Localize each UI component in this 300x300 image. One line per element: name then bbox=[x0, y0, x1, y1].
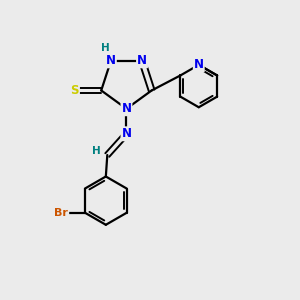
Text: N: N bbox=[137, 54, 147, 67]
Text: H: H bbox=[92, 146, 100, 157]
Text: S: S bbox=[70, 84, 79, 97]
Text: H: H bbox=[101, 44, 110, 53]
Text: N: N bbox=[122, 127, 131, 140]
Text: Br: Br bbox=[54, 208, 68, 218]
Text: N: N bbox=[106, 54, 116, 67]
Text: N: N bbox=[122, 102, 131, 115]
Text: N: N bbox=[194, 58, 204, 71]
